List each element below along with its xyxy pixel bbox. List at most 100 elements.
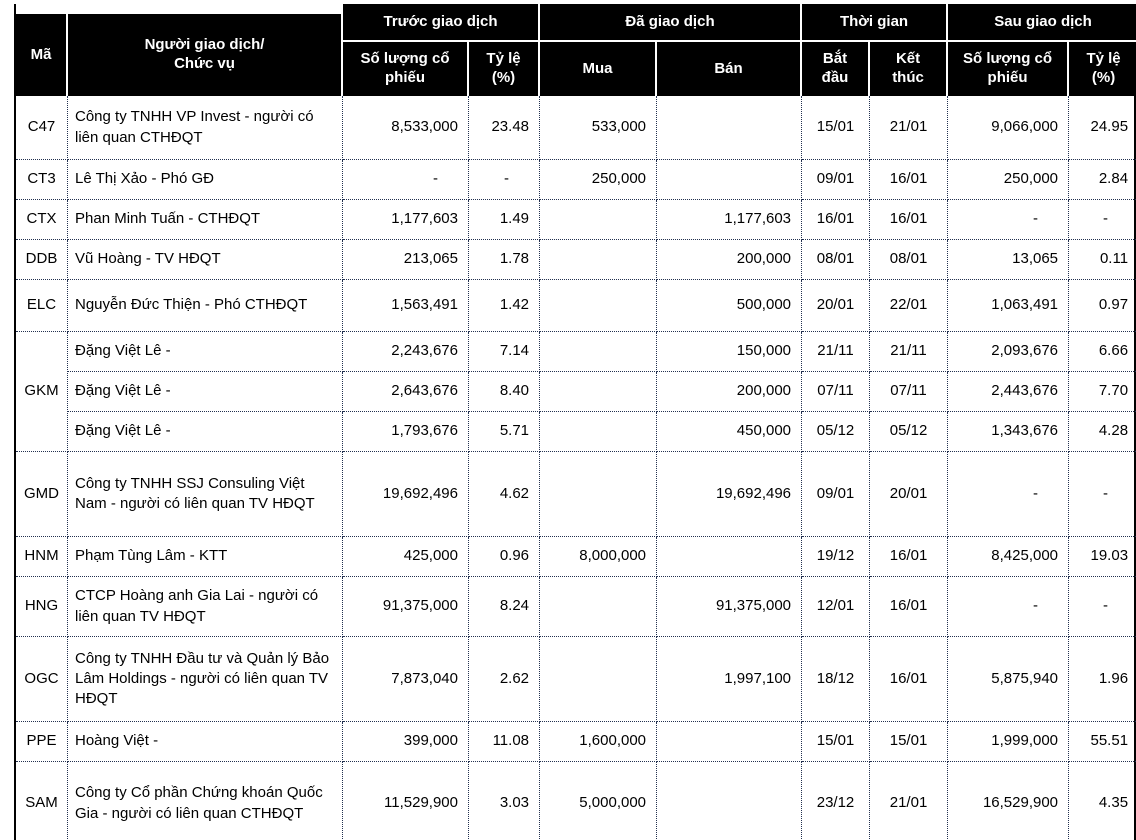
- pct-after-cell: -: [1069, 452, 1136, 537]
- pct-after-cell: 55.51: [1069, 722, 1136, 762]
- sell-cell: 150,000: [657, 332, 803, 372]
- end-date-cell: 07/11: [870, 372, 949, 412]
- shares-after-cell: -: [948, 577, 1070, 637]
- table-row: CTX Phan Minh Tuấn - CTHĐQT 1,177,603 1.49 1…: [16, 200, 1136, 240]
- header-start-date: Bắt đầu: [802, 40, 871, 96]
- header-code: Mã: [16, 4, 68, 96]
- shares-after-cell: -: [948, 452, 1070, 537]
- header-trader: Người giao dịch/ Chức vụ: [68, 4, 343, 96]
- table-header: Mã Người giao dịch/ Chức vụ Trước giao d…: [16, 4, 1136, 96]
- insider-transactions-table: Mã Người giao dịch/ Chức vụ Trước giao d…: [16, 4, 1136, 840]
- table-row: OGC Công ty TNHH Đầu tư và Quản lý Bảo Lâ…: [16, 637, 1136, 722]
- pct-before-cell: 3.03: [469, 762, 541, 840]
- pct-before-cell: 1.42: [469, 280, 541, 332]
- end-date-cell: 16/01: [870, 577, 949, 637]
- buy-cell: 250,000: [540, 160, 658, 200]
- start-date-cell: 19/12: [802, 537, 871, 577]
- table-row: SAM Công ty Cổ phần Chứng khoán Quốc Gia …: [16, 762, 1136, 840]
- shares-before-cell: 213,065: [343, 240, 469, 280]
- shares-after-cell: 1,063,491: [948, 280, 1070, 332]
- end-date-cell: 16/01: [870, 637, 949, 722]
- start-date-cell: 21/11: [802, 332, 871, 372]
- sell-cell: [657, 762, 803, 840]
- trader-cell: Nguyễn Đức Thiện - Phó CTHĐQT: [68, 280, 343, 332]
- header-group-after: Sau giao dịch: [948, 4, 1136, 40]
- pct-after-cell: 19.03: [1069, 537, 1136, 577]
- trader-cell: Lê Thị Xảo - Phó GĐ: [68, 160, 343, 200]
- pct-before-cell: 0.96: [469, 537, 541, 577]
- header-group-traded: Đã giao dịch: [540, 4, 803, 40]
- buy-cell: [540, 280, 658, 332]
- end-date-cell: 21/01: [870, 96, 949, 160]
- pct-after-cell: 7.70: [1069, 372, 1136, 412]
- shares-before-cell: 399,000: [343, 722, 469, 762]
- trader-cell: Hoàng Việt -: [68, 722, 343, 762]
- shares-after-cell: 9,066,000: [948, 96, 1070, 160]
- shares-after-cell: 250,000: [948, 160, 1070, 200]
- pct-before-cell: 23.48: [469, 96, 541, 160]
- shares-before-cell: 1,177,603: [343, 200, 469, 240]
- shares-after-cell: 1,999,000: [948, 722, 1070, 762]
- header-shares-after: Số lượng cổ phiếu: [948, 40, 1070, 96]
- start-date-cell: 05/12: [802, 412, 871, 452]
- header-shares-before: Số lượng cổ phiếu: [343, 40, 469, 96]
- ticker-code-cell: OGC: [16, 637, 68, 722]
- shares-before-cell: 2,643,676: [343, 372, 469, 412]
- sell-cell: 200,000: [657, 240, 803, 280]
- sell-cell: [657, 537, 803, 577]
- ticker-code-cell: SAM: [16, 762, 68, 840]
- sell-cell: 200,000: [657, 372, 803, 412]
- shares-before-cell: 7,873,040: [343, 637, 469, 722]
- pct-before-cell: 7.14: [469, 332, 541, 372]
- end-date-cell: 15/01: [870, 722, 949, 762]
- trader-cell: Công ty TNHH Đầu tư và Quản lý Bảo Lâm H…: [68, 637, 343, 722]
- pct-before-cell: 11.08: [469, 722, 541, 762]
- trader-cell: Công ty Cổ phần Chứng khoán Quốc Gia - n…: [68, 762, 343, 840]
- ticker-code-cell: GMD: [16, 452, 68, 537]
- shares-before-cell: 2,243,676: [343, 332, 469, 372]
- table-body: C47 Công ty TNHH VP Invest - người có liê…: [16, 96, 1136, 840]
- pct-after-cell: 24.95: [1069, 96, 1136, 160]
- pct-before-cell: 1.49: [469, 200, 541, 240]
- table-row: C47 Công ty TNHH VP Invest - người có liê…: [16, 96, 1136, 160]
- ticker-code-cell: HNM: [16, 537, 68, 577]
- end-date-cell: 16/01: [870, 200, 949, 240]
- shares-before-cell: 425,000: [343, 537, 469, 577]
- start-date-cell: 15/01: [802, 96, 871, 160]
- start-date-cell: 16/01: [802, 200, 871, 240]
- table-row: GMD Công ty TNHH SSJ Consuling Việt Nam -…: [16, 452, 1136, 537]
- shares-after-cell: 2,443,676: [948, 372, 1070, 412]
- sell-cell: 1,997,100: [657, 637, 803, 722]
- ticker-code-cell: HNG: [16, 577, 68, 637]
- end-date-cell: 05/12: [870, 412, 949, 452]
- table-row: PPE Hoàng Việt -399,000 11.08 1,600,000 15/0…: [16, 722, 1136, 762]
- pct-before-cell: 8.40: [469, 372, 541, 412]
- ticker-code-cell: DDB: [16, 240, 68, 280]
- pct-before-cell: 5.71: [469, 412, 541, 452]
- ticker-code-cell: CT3: [16, 160, 68, 200]
- sell-cell: [657, 96, 803, 160]
- table-row: ELC Nguyễn Đức Thiện - Phó CTHĐQT 1,563,49…: [16, 280, 1136, 332]
- sell-cell: 1,177,603: [657, 200, 803, 240]
- end-date-cell: 22/01: [870, 280, 949, 332]
- trader-cell: Phạm Tùng Lâm - KTT: [68, 537, 343, 577]
- buy-cell: [540, 452, 658, 537]
- trader-cell: Đặng Việt Lê -: [68, 372, 343, 412]
- start-date-cell: 09/01: [802, 452, 871, 537]
- buy-cell: [540, 412, 658, 452]
- shares-before-cell: -: [343, 160, 469, 200]
- pct-after-cell: -: [1069, 200, 1136, 240]
- trader-cell: Vũ Hoàng - TV HĐQT: [68, 240, 343, 280]
- buy-cell: [540, 372, 658, 412]
- shares-before-cell: 19,692,496: [343, 452, 469, 537]
- header-group-row: Mã Người giao dịch/ Chức vụ Trước giao d…: [16, 4, 1136, 96]
- pct-after-cell: 4.35: [1098, 794, 1129, 812]
- buy-cell: [540, 577, 658, 637]
- insider-transactions-table-wrap: Mã Người giao dịch/ Chức vụ Trước giao d…: [14, 4, 1136, 840]
- start-date-cell: 08/01: [802, 240, 871, 280]
- end-date-cell: 21/11: [870, 332, 949, 372]
- start-date-cell: 20/01: [802, 280, 871, 332]
- trader-cell: Đặng Việt Lê -: [68, 412, 343, 452]
- end-date-cell: 21/01: [870, 762, 949, 840]
- header-sub-row: Số lượng cổ phiếu Tỷ lệ (%) Mua Bán Bắt …: [16, 40, 1136, 96]
